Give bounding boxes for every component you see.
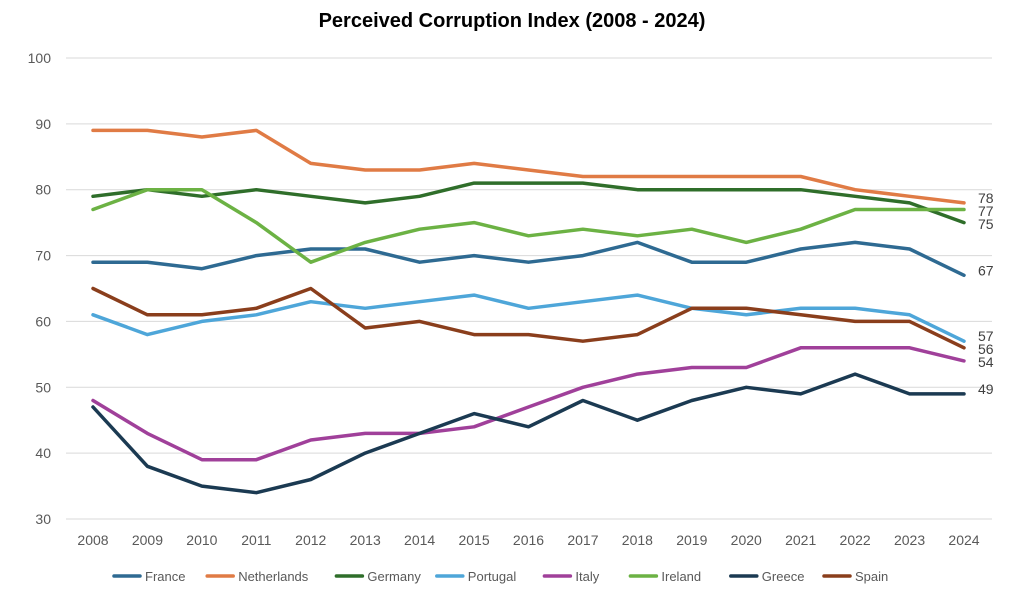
series-lines: [91, 128, 966, 495]
legend-label-germany: Germany: [367, 569, 421, 584]
series-line-italy: [91, 346, 966, 462]
legend-label-portugal: Portugal: [468, 569, 517, 584]
y-tick-label: 70: [35, 248, 51, 264]
end-label-germany: 75: [978, 216, 994, 232]
y-tick-label: 40: [35, 445, 51, 461]
x-tick-label: 2023: [894, 532, 925, 548]
legend-label-france: France: [145, 569, 185, 584]
end-label-greece: 49: [978, 381, 994, 397]
x-tick-label: 2017: [567, 532, 598, 548]
series-line-france: [91, 240, 966, 278]
series-line-portugal: [91, 293, 966, 343]
series-line-spain: [91, 286, 966, 350]
x-tick-label: 2015: [458, 532, 489, 548]
x-tick-label: 2008: [77, 532, 108, 548]
legend-label-ireland: Ireland: [661, 569, 701, 584]
end-label-netherlands: 78: [978, 190, 994, 206]
x-tick-label: 2021: [785, 532, 816, 548]
legend: France Netherlands Germany Portugal Italy Ire…: [112, 569, 888, 584]
y-tick-label: 50: [35, 379, 51, 395]
end-label-france: 67: [978, 262, 994, 278]
series-line-greece: [91, 372, 966, 495]
x-tick-label: 2010: [186, 532, 217, 548]
legend-label-spain: Spain: [855, 569, 888, 584]
y-axis: 30 40 50 60 70 80 90 100: [28, 50, 52, 527]
x-tick-label: 2013: [350, 532, 381, 548]
gridlines: [66, 57, 992, 520]
series-line-netherlands: [91, 128, 966, 205]
end-label-portugal: 57: [978, 328, 994, 344]
legend-label-italy: Italy: [575, 569, 599, 584]
x-tick-label: 2009: [132, 532, 163, 548]
end-label-ireland: 77: [978, 203, 994, 219]
y-tick-label: 80: [35, 182, 51, 198]
end-label-spain: 56: [978, 341, 994, 357]
x-axis: 2008 2009 2010 2011 2012 2013 2014 2015 2016 2017…: [77, 532, 979, 548]
x-tick-label: 2016: [513, 532, 544, 548]
y-tick-label: 100: [28, 50, 52, 66]
x-tick-label: 2022: [840, 532, 871, 548]
y-tick-label: 60: [35, 313, 51, 329]
x-tick-label: 2024: [948, 532, 979, 548]
x-tick-label: 2014: [404, 532, 435, 548]
y-tick-label: 90: [35, 116, 51, 132]
end-label-italy: 54: [978, 354, 994, 370]
series-line-germany: [91, 181, 966, 225]
x-tick-label: 2012: [295, 532, 326, 548]
chart-title: Perceived Corruption Index (2008 - 2024): [319, 10, 706, 32]
legend-label-greece: Greece: [762, 569, 805, 584]
x-tick-label: 2020: [731, 532, 762, 548]
x-tick-label: 2019: [676, 532, 707, 548]
series-line-ireland: [91, 187, 966, 264]
x-tick-label: 2011: [241, 532, 271, 548]
y-tick-label: 30: [35, 511, 51, 527]
x-tick-label: 2018: [622, 532, 653, 548]
legend-label-netherlands: Netherlands: [238, 569, 309, 584]
